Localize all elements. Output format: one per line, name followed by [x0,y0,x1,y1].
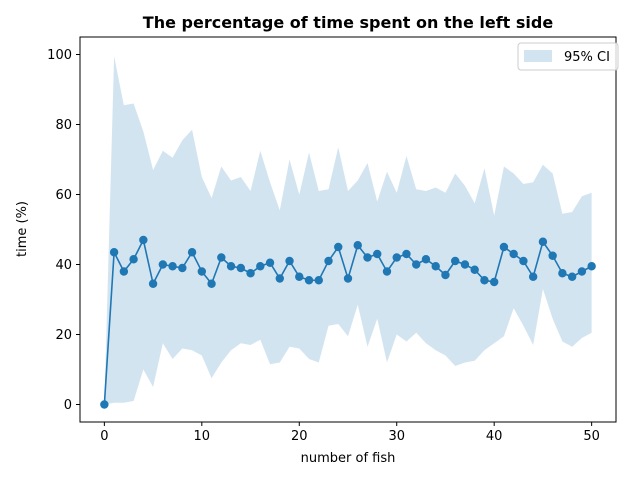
legend-swatch-ci [524,50,552,62]
y-tick-label: 40 [55,258,72,273]
x-tick-label: 30 [388,429,405,444]
data-point [207,279,216,288]
legend-label-ci: 95% CI [564,50,610,65]
data-point [499,242,509,252]
series-marker-layer [100,235,596,409]
data-point [109,248,119,257]
data-point [441,270,450,280]
x-tick-label: 20 [291,429,308,444]
y-axis-label: time (%) [15,201,30,257]
data-point [139,235,148,245]
data-point [100,400,109,409]
data-point [509,249,518,259]
data-point [314,276,323,285]
data-point [489,277,499,287]
data-point [451,256,460,266]
data-point [285,256,294,266]
data-point [548,251,557,260]
data-point [382,267,392,276]
data-point [197,267,207,276]
data-point [558,269,567,278]
y-tick-label: 60 [55,188,72,203]
data-point [567,272,577,281]
data-point [460,260,470,269]
data-point [470,265,479,274]
data-point [587,262,596,271]
data-point [528,272,538,281]
legend-box [517,42,619,71]
plot-area-frame [79,36,617,423]
data-point [343,274,353,283]
data-point [265,258,275,267]
ci-band-layer [104,56,592,405]
x-axis-label: number of fish [301,451,396,466]
x-tick-label: 40 [486,429,503,444]
y-tick-label: 20 [55,328,72,343]
data-point [402,249,411,259]
x-axis-ticks: 0 10 20 30 40 50 [100,422,600,444]
data-point [119,267,129,276]
y-tick-label: 80 [55,118,72,133]
x-tick-label: 10 [194,429,211,444]
ci-band [104,56,592,405]
data-point [353,241,362,250]
data-point [577,267,587,276]
x-tick-label: 0 [100,429,108,444]
y-axis-ticks: 0 20 40 60 80 100 [47,48,80,413]
data-point [226,262,236,271]
data-point [412,260,421,269]
data-point [363,253,372,262]
data-point [373,249,382,259]
data-point [246,269,255,278]
data-point [217,253,226,262]
data-point [538,237,548,246]
data-point [421,255,431,264]
data-point [236,263,245,273]
data-point [334,242,343,252]
data-point [158,260,168,269]
legend: 95% CI [517,42,619,71]
data-point [431,262,440,271]
data-point [324,256,333,266]
data-point [295,272,304,281]
chart-title: The percentage of time spent on the left… [143,13,554,32]
data-point [304,276,314,285]
x-tick-label: 50 [583,429,600,444]
y-tick-label: 0 [64,398,72,413]
data-point [480,276,489,285]
data-point [148,279,158,288]
data-point [168,262,177,271]
data-point [256,262,265,271]
data-point [275,274,284,283]
data-point [392,253,401,262]
data-point [187,248,197,257]
data-point [178,263,187,273]
data-point [129,255,138,264]
data-point [519,256,528,266]
y-tick-label: 100 [47,48,72,63]
